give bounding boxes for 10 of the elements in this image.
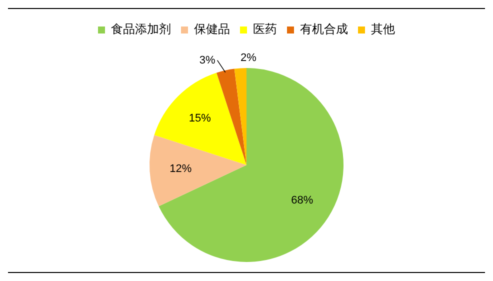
data-label: 3% xyxy=(199,54,216,66)
data-label: 12% xyxy=(170,163,192,176)
data-label: 2% xyxy=(240,52,257,64)
legend-label: 食品添加剂 xyxy=(111,22,171,36)
legend-label: 其他 xyxy=(371,22,395,36)
data-label: 68% xyxy=(291,194,314,206)
legend-label: 有机合成 xyxy=(300,22,348,36)
legend-label: 保健品 xyxy=(194,22,230,36)
legend-label: 医药 xyxy=(253,22,277,36)
data-label: 15% xyxy=(188,112,212,124)
